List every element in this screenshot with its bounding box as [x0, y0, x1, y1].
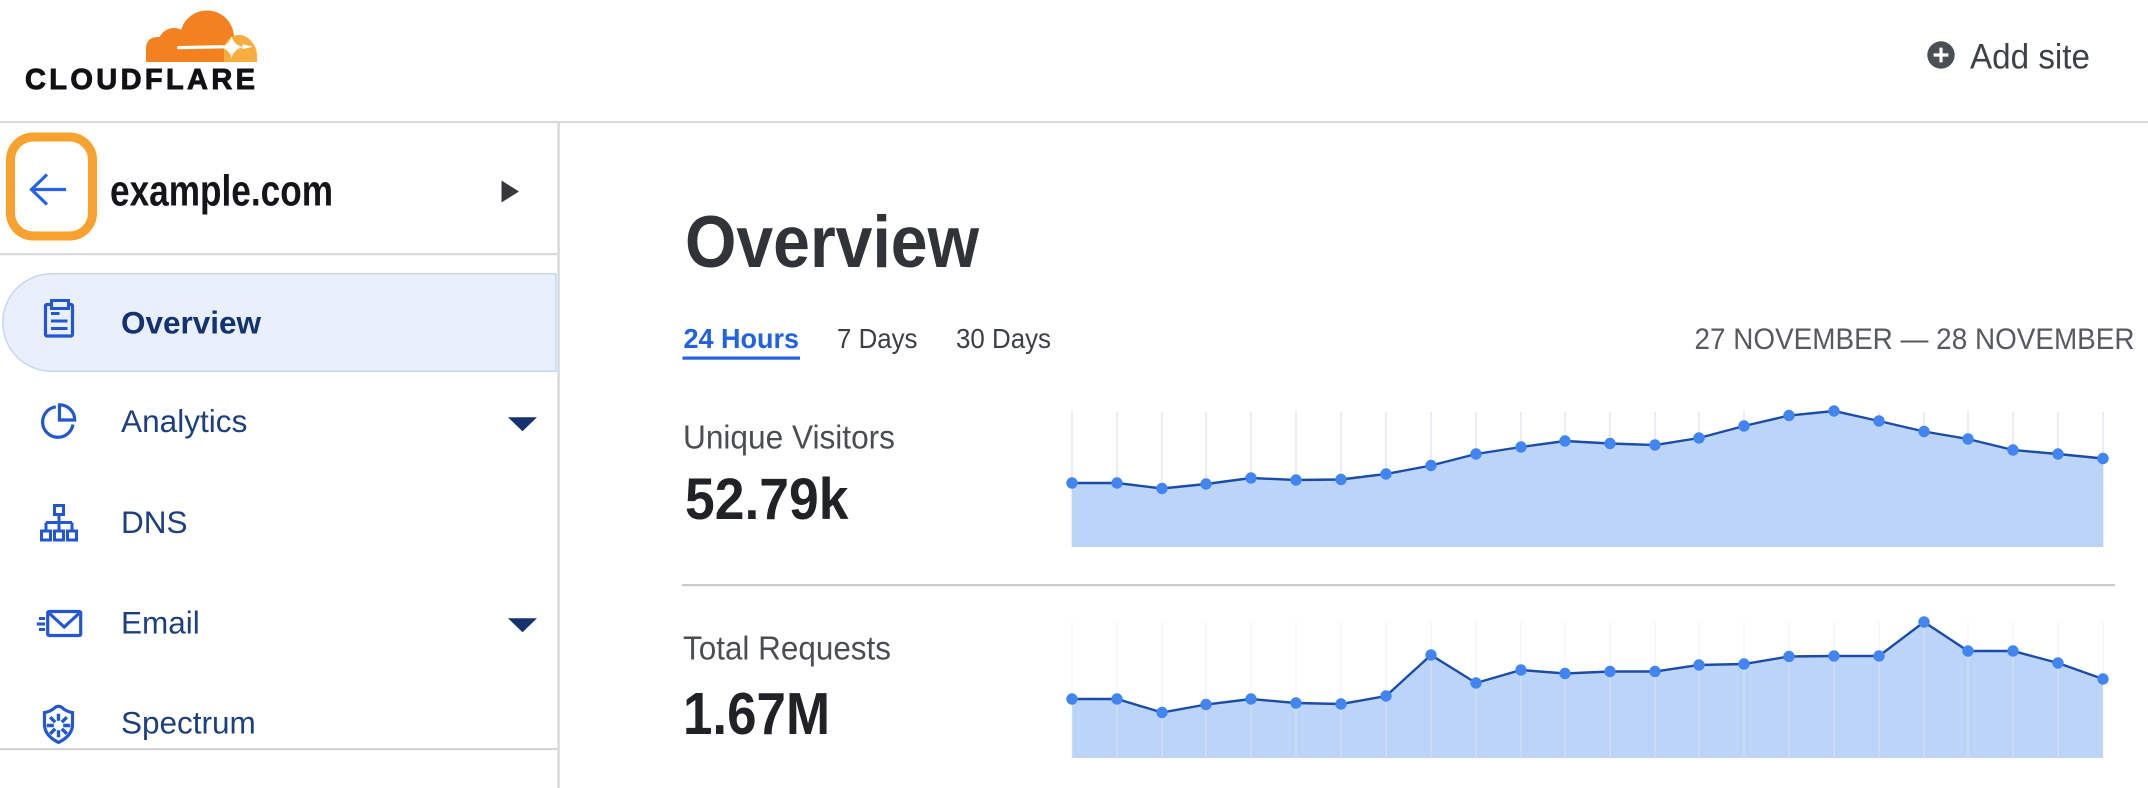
- svg-text:24 Hours: 24 Hours: [684, 323, 800, 354]
- svg-text:Spectrum: Spectrum: [121, 705, 256, 741]
- svg-text:Overview: Overview: [121, 305, 261, 341]
- svg-text:Email: Email: [121, 605, 200, 641]
- svg-text:DNS: DNS: [121, 504, 188, 540]
- svg-text:Overview: Overview: [685, 202, 979, 283]
- svg-text:Add site: Add site: [1970, 38, 2090, 77]
- svg-text:example.com: example.com: [110, 167, 333, 216]
- svg-text:52.79k: 52.79k: [685, 467, 849, 532]
- svg-text:1.67M: 1.67M: [683, 681, 830, 747]
- svg-text:CLOUDFLARE: CLOUDFLARE: [25, 64, 255, 96]
- svg-text:7 Days: 7 Days: [837, 323, 918, 354]
- svg-text:27 NOVEMBER — 28 NOVEMBER: 27 NOVEMBER — 28 NOVEMBER: [1695, 323, 2135, 356]
- svg-text:Unique Visitors: Unique Visitors: [683, 418, 895, 455]
- svg-text:30 Days: 30 Days: [956, 323, 1051, 354]
- svg-text:Analytics: Analytics: [121, 403, 247, 439]
- svg-text:Total Requests: Total Requests: [683, 630, 891, 667]
